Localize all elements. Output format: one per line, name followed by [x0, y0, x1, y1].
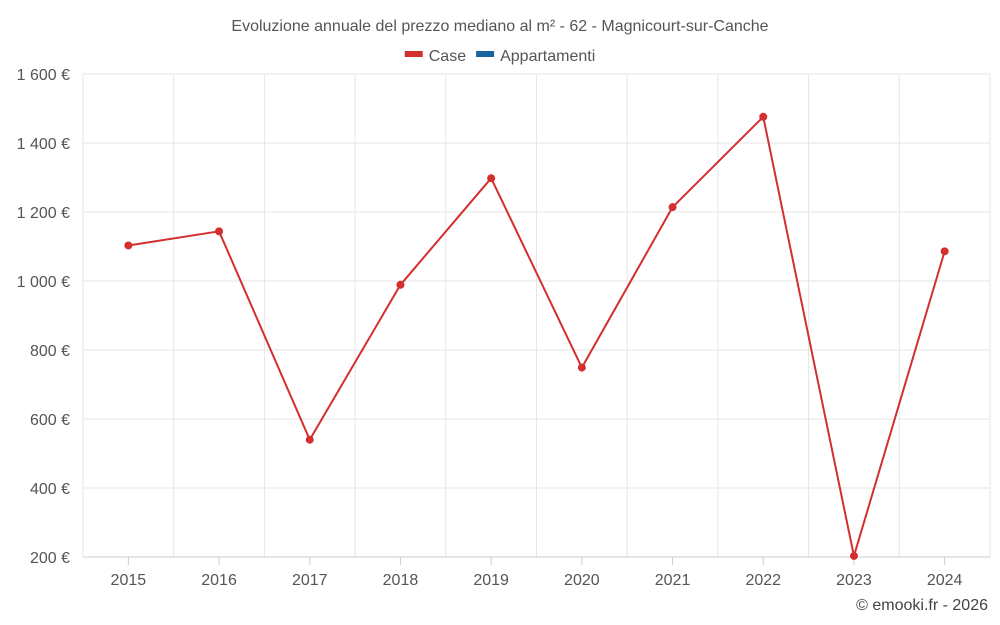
- legend-label: Appartamenti: [500, 48, 595, 65]
- y-tick-label: 1 400 €: [17, 136, 70, 153]
- series-layer: [124, 112, 949, 560]
- chart-legend: Case Appartamenti: [404, 48, 595, 65]
- x-tick-label: 2024: [927, 572, 963, 589]
- x-tick-label: 2015: [111, 572, 147, 589]
- data-point: [849, 551, 858, 560]
- y-tick-label: 1 000 €: [17, 274, 70, 291]
- data-point: [577, 363, 586, 372]
- series-line-case: [128, 115, 946, 557]
- y-tick-label: 200 €: [30, 550, 70, 567]
- grid-lines: [82, 73, 991, 557]
- legend-label: Case: [429, 48, 466, 65]
- legend-swatch: [404, 51, 423, 57]
- y-tick-label: 600 €: [30, 412, 70, 429]
- data-point: [759, 112, 768, 121]
- y-tick-label: 1 600 €: [17, 67, 70, 84]
- y-axis: 200 € 400 € 600 € 800 € 1 000 € 1 200 € 1 400 …: [17, 67, 70, 567]
- x-tick-label: 2016: [201, 572, 237, 589]
- y-tick-label: 400 €: [30, 481, 70, 498]
- data-point: [215, 227, 224, 236]
- x-tick-label: 2018: [383, 572, 419, 589]
- data-point: [940, 247, 949, 256]
- x-tick-label: 2022: [745, 572, 781, 589]
- data-point: [305, 435, 314, 444]
- data-point: [124, 241, 133, 250]
- x-tick-label: 2019: [473, 572, 509, 589]
- x-tick-label: 2023: [836, 572, 872, 589]
- chart-title: Evoluzione annuale del prezzo mediano al…: [231, 18, 768, 35]
- data-point: [487, 174, 496, 183]
- x-axis: 2015 2016 2017 2018 2019 2020 2021 2022 2023 2024: [83, 556, 990, 589]
- credit-text: © emooki.fr - 2026: [856, 597, 988, 614]
- x-tick-label: 2017: [292, 572, 328, 589]
- legend-item-appartamenti: Appartamenti: [476, 48, 595, 65]
- legend-item-case: Case: [404, 48, 466, 65]
- legend-swatch: [476, 51, 495, 57]
- x-tick-label: 2020: [564, 572, 600, 589]
- y-tick-label: 1 200 €: [17, 205, 70, 222]
- x-tick-label: 2021: [655, 572, 691, 589]
- y-tick-label: 800 €: [30, 343, 70, 360]
- data-point: [668, 203, 677, 212]
- data-point: [396, 280, 405, 289]
